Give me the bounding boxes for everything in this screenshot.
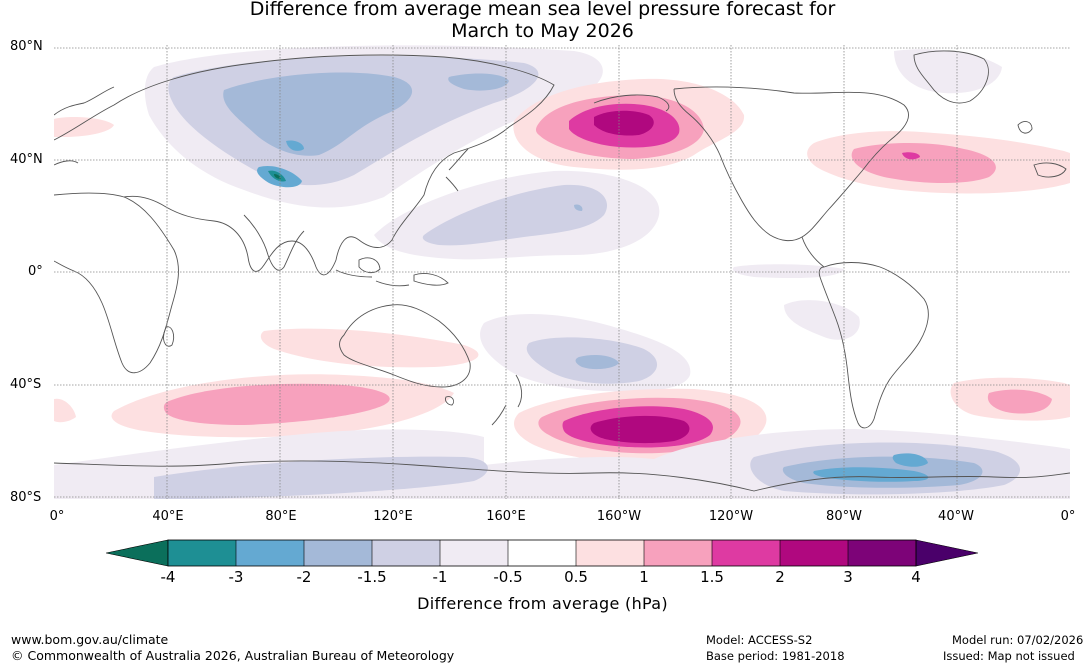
colorbar-bin [440,540,508,566]
central-america [801,236,825,268]
colorbar-frame [167,539,917,567]
so-negative-3-east [813,467,929,482]
so-negative-15 [154,456,488,499]
anomaly-field [54,45,1070,499]
colorbar-tick: 2 [775,568,785,586]
colorbar-bin [236,540,304,566]
british-isles [1017,121,1033,134]
coastlines [54,50,1070,492]
colorbar-bin [304,540,372,566]
map-title-line-2: March to May 2026 [451,20,634,42]
africa-coast [54,192,179,374]
lon-label-80w: 80°W [826,509,862,524]
colorbar [106,539,978,567]
colorbar-extend-low [106,539,169,567]
tibet-negative-extreme [274,174,281,179]
sio-positive-05-plume [260,328,479,368]
antarctica-coast [54,460,1070,492]
colorbar-bin [712,540,780,566]
footer-issued: Issued: Map not issued [943,649,1075,663]
asia-negative-2 [223,72,413,156]
lon-label-0-east: 0° [1060,509,1076,524]
madagascar [163,326,175,347]
lat-label-40s: 40°S [10,377,42,392]
colorbar-label: Difference from average (hPa) [417,594,668,613]
gulf-negative [732,264,844,279]
lon-label-160e: 160°E [486,509,526,524]
lon-label-120w: 120°W [708,509,754,524]
graticule [54,45,1070,499]
colorbar-bin [508,540,576,566]
lon-label-80e: 80°E [265,509,297,524]
colorbar-bin [372,540,440,566]
sio-positive-1 [163,383,390,425]
colorbar-separators [235,540,849,566]
europe-coast [54,86,115,166]
north-america-coast [673,86,909,242]
south-america-coast [818,262,929,429]
spac-negative-2 [575,355,619,370]
satl-positive-1 [987,389,1052,414]
footer-model: Model: ACCESS-S2 [706,633,813,647]
lat-label-40n: 40°N [10,152,43,167]
lon-label-40e: 40°E [152,509,184,524]
lon-label-120e: 120°E [373,509,413,524]
pressure-anomaly-map [54,45,1070,499]
north-high-lat-negative [894,49,1002,94]
iberia [1033,162,1067,178]
colorbar-tick: 1 [639,568,649,586]
australia-coast [339,304,471,388]
colorbar-tick: 4 [911,568,921,586]
lon-label-40w: 40°W [938,509,974,524]
alaska [593,94,670,112]
japan [445,148,469,192]
central-asia-negative-3 [286,140,304,151]
footer-copyright: © Commonwealth of Australia 2026, Austra… [11,648,455,663]
colorbar-tick: -4 [160,568,176,586]
lat-label-80n: 80°N [10,39,43,54]
colorbar-tick: 0.5 [564,568,588,586]
colorbar-tick: -1 [432,568,448,586]
colorbar-tick: -0.5 [493,568,523,586]
colorbar-tick: 3 [843,568,853,586]
lat-label-80s: 80°S [10,490,42,505]
footer-model-run: Model run: 07/02/2026 [952,633,1084,647]
east-pacific-negative [784,300,860,340]
pacific-tropical-negative-15 [422,184,608,246]
colorbar-tick: -3 [228,568,244,586]
india-coast [243,214,305,271]
colorbar-bin [576,540,644,566]
borneo [358,257,381,274]
colorbar-bin [644,540,712,566]
colorbar-tick: 1.5 [700,568,724,586]
eurasia-coast [54,54,555,276]
new-zealand [491,374,523,426]
lon-label-160w: 160°W [596,509,642,524]
map-title-line-1: Difference from average mean sea level p… [249,0,836,20]
natl-positive-15 [902,152,920,160]
indonesia-1 [335,269,373,278]
asia-negative-2b [448,73,509,91]
pacific-tropical-negative-2 [574,204,583,211]
lat-label-equator: 0° [28,264,43,279]
footer-website: www.bom.gov.au/climate [11,632,169,647]
tasmania [445,396,455,406]
natl-positive-1 [851,143,996,183]
footer-base-period: Base period: 1981-2018 [706,649,845,663]
colorbar-bin [168,540,236,566]
colorbar-tick: -2 [296,568,312,586]
so-negative-3-east-b [892,453,928,467]
colorbar-bin [848,540,916,566]
greenland [913,50,989,104]
lon-label-0: 0° [49,509,65,524]
colorbar-tick: -1.5 [357,568,387,586]
new-guinea [413,272,449,286]
spac-positive-2 [590,415,690,444]
colorbar-extend-high [915,539,978,567]
npac-positive-2 [594,110,654,136]
west-south-positive [54,398,76,423]
colorbar-bin [780,540,848,566]
indonesia-2 [375,280,410,287]
